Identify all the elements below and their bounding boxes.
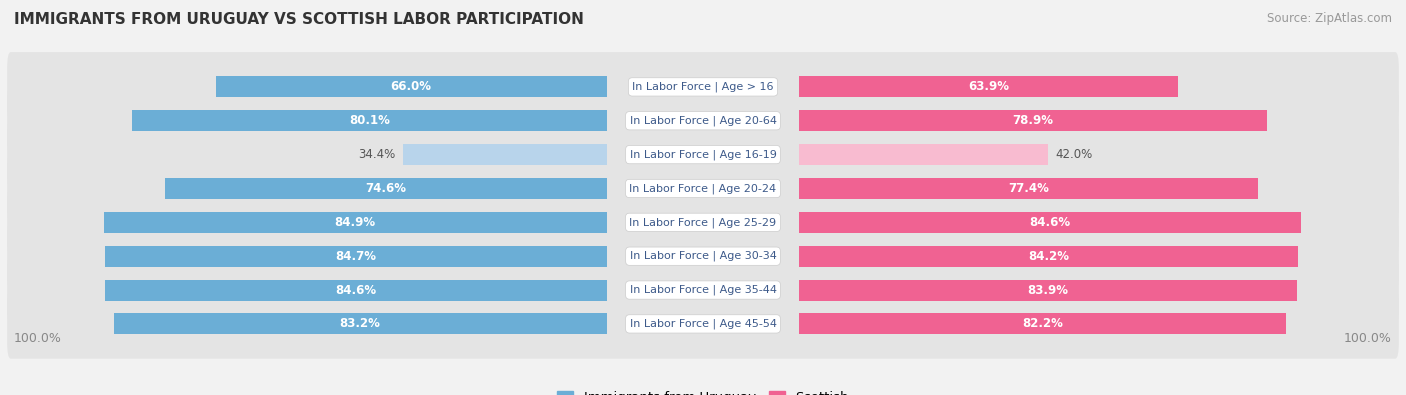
- Bar: [800, 110, 1267, 131]
- Text: 63.9%: 63.9%: [969, 81, 1010, 93]
- FancyBboxPatch shape: [7, 154, 1399, 223]
- Text: Source: ZipAtlas.com: Source: ZipAtlas.com: [1267, 12, 1392, 25]
- FancyBboxPatch shape: [7, 222, 1399, 291]
- Text: In Labor Force | Age 16-19: In Labor Force | Age 16-19: [630, 149, 776, 160]
- Bar: [114, 313, 606, 335]
- Text: 77.4%: 77.4%: [1008, 182, 1049, 195]
- FancyBboxPatch shape: [7, 188, 1399, 257]
- Bar: [800, 144, 1049, 165]
- Text: In Labor Force | Age 45-54: In Labor Force | Age 45-54: [630, 319, 776, 329]
- Text: 84.6%: 84.6%: [336, 284, 377, 297]
- FancyBboxPatch shape: [7, 120, 1399, 189]
- Bar: [104, 212, 606, 233]
- Bar: [800, 246, 1298, 267]
- Bar: [215, 76, 606, 98]
- FancyBboxPatch shape: [7, 86, 1399, 156]
- Text: 83.9%: 83.9%: [1028, 284, 1069, 297]
- Text: 100.0%: 100.0%: [14, 332, 62, 345]
- FancyBboxPatch shape: [7, 289, 1399, 359]
- Text: 84.7%: 84.7%: [335, 250, 377, 263]
- Text: In Labor Force | Age 35-44: In Labor Force | Age 35-44: [630, 285, 776, 295]
- Bar: [132, 110, 606, 131]
- Bar: [800, 76, 1178, 98]
- Text: 84.6%: 84.6%: [1029, 216, 1070, 229]
- Text: 100.0%: 100.0%: [1344, 332, 1392, 345]
- Text: 80.1%: 80.1%: [349, 114, 389, 127]
- Legend: Immigrants from Uruguay, Scottish: Immigrants from Uruguay, Scottish: [557, 391, 849, 395]
- Bar: [402, 144, 606, 165]
- Text: 74.6%: 74.6%: [366, 182, 406, 195]
- Bar: [800, 313, 1286, 335]
- Text: In Labor Force | Age 30-34: In Labor Force | Age 30-34: [630, 251, 776, 261]
- Text: 42.0%: 42.0%: [1054, 148, 1092, 161]
- Bar: [800, 178, 1258, 199]
- Text: 66.0%: 66.0%: [391, 81, 432, 93]
- Text: 83.2%: 83.2%: [340, 318, 381, 330]
- Text: 82.2%: 82.2%: [1022, 318, 1063, 330]
- Bar: [104, 246, 606, 267]
- FancyBboxPatch shape: [7, 255, 1399, 325]
- Text: In Labor Force | Age 20-64: In Labor Force | Age 20-64: [630, 115, 776, 126]
- Text: IMMIGRANTS FROM URUGUAY VS SCOTTISH LABOR PARTICIPATION: IMMIGRANTS FROM URUGUAY VS SCOTTISH LABO…: [14, 12, 583, 27]
- Bar: [105, 280, 606, 301]
- Text: In Labor Force | Age 20-24: In Labor Force | Age 20-24: [630, 183, 776, 194]
- Bar: [165, 178, 606, 199]
- Bar: [800, 212, 1301, 233]
- Text: In Labor Force | Age > 16: In Labor Force | Age > 16: [633, 82, 773, 92]
- Bar: [800, 280, 1296, 301]
- Text: 84.2%: 84.2%: [1028, 250, 1070, 263]
- FancyBboxPatch shape: [7, 52, 1399, 122]
- Text: 78.9%: 78.9%: [1012, 114, 1053, 127]
- Text: 84.9%: 84.9%: [335, 216, 375, 229]
- Text: 34.4%: 34.4%: [359, 148, 396, 161]
- Text: In Labor Force | Age 25-29: In Labor Force | Age 25-29: [630, 217, 776, 228]
